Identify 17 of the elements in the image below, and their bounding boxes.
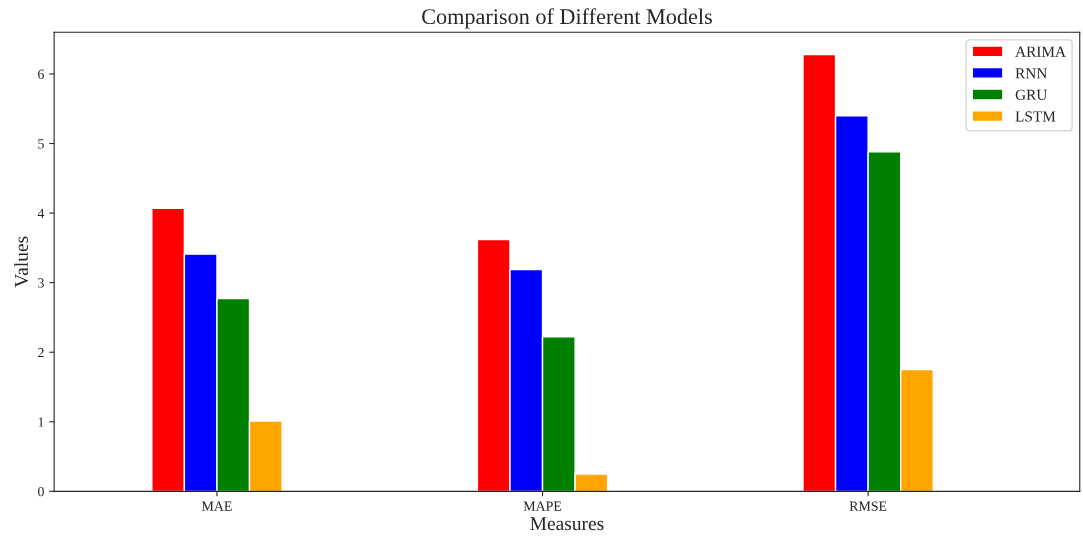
legend-label: LSTM	[1015, 111, 1056, 122]
y-tick-label: 3	[38, 278, 44, 288]
legend-label: GRU	[1015, 89, 1048, 100]
x-axis-title: Measures	[530, 517, 604, 531]
x-tick-label: RMSE	[849, 501, 887, 511]
y-tick-label: 4	[37, 208, 45, 218]
x-tick-label: MAPE	[523, 501, 562, 511]
y-tick-label: 6	[38, 69, 45, 79]
y-tick-label: 5	[38, 139, 44, 149]
y-tick-label: 2	[38, 347, 44, 358]
x-tick-label: MAE	[201, 501, 232, 511]
y-tick-label: 0	[38, 486, 44, 497]
y-axis-title: Values	[14, 236, 29, 288]
legend-label: RNN	[1015, 68, 1047, 79]
chart-title: Comparison of Different Models	[422, 8, 712, 29]
legend-label: ARIMA	[1015, 46, 1066, 57]
y-tick-label: 1	[38, 417, 44, 427]
